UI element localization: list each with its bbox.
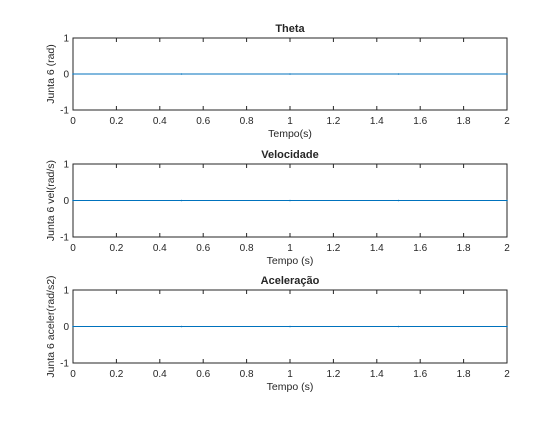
- plot-1-xtick-label: 0.6: [196, 116, 210, 127]
- plot-1-xtick-label: 1.2: [326, 116, 340, 127]
- plot-1-xtick-label: 2: [504, 116, 510, 127]
- plot-3-xtick-label: 1: [287, 369, 293, 380]
- plot-2-data-point: [506, 199, 508, 202]
- plot-2-data-point: [72, 199, 74, 202]
- plot-1-data-point: [397, 73, 400, 75]
- plot-1-xtick-label: 1: [287, 116, 293, 127]
- plot-1-data-point: [180, 73, 183, 75]
- plot-2-ytick-label: 0: [63, 196, 69, 207]
- plot-1-xlabel: Tempo(s): [268, 128, 312, 140]
- plot-3-xtick-label: 0.8: [240, 369, 254, 380]
- plot-2-xtick-label: 1.4: [370, 243, 384, 254]
- plot-2-xtick-label: 0: [70, 243, 76, 254]
- plot-3-ytick-label: 1: [63, 286, 69, 297]
- plot-3-xtick-label: 0.6: [196, 369, 210, 380]
- plot-1-data-point: [72, 73, 74, 75]
- plot-2-xtick-label: 1.2: [326, 243, 340, 254]
- plot-3-xtick-label: 0: [70, 369, 76, 380]
- plot-1-ylabel: Junta 6 (rad): [45, 44, 57, 104]
- plot-1-xtick-label: 1.4: [370, 116, 384, 127]
- plot-2-xtick-label: 1: [287, 243, 293, 254]
- plot-1-title: Theta: [275, 23, 305, 35]
- plot-1-xtick-label: 1.6: [413, 116, 427, 127]
- plot-2-xtick-label: 0.6: [196, 243, 210, 254]
- plot-2-ytick-label: 1: [63, 160, 69, 171]
- plot-2-data-point: [180, 199, 183, 202]
- plot-3-data-point: [72, 325, 74, 328]
- plot-3-data-point: [397, 325, 400, 328]
- plot-1-xtick-label: 1.8: [457, 116, 471, 127]
- plot-1-ytick-label: 0: [63, 70, 69, 81]
- plot-2-xlabel: Tempo (s): [267, 255, 314, 267]
- plot-2-data-point: [289, 199, 291, 202]
- plot-1-data-point: [289, 73, 291, 75]
- plot-1-ytick-label: -1: [60, 106, 69, 117]
- plot-2-xtick-label: 1.8: [457, 243, 471, 254]
- plot-2-xtick-label: 0.4: [153, 243, 167, 254]
- plot-3-xtick-label: 1.4: [370, 369, 384, 380]
- plot-3-xlabel: Tempo (s): [267, 381, 314, 393]
- plot-3-data-point: [289, 325, 291, 328]
- plot-2-ylabel: Junta 6 vel(rad/s): [45, 160, 57, 241]
- plot-3-xtick-label: 1.8: [457, 369, 471, 380]
- plot-1-xtick-label: 0.8: [240, 116, 254, 127]
- plot-3-xtick-label: 0.2: [109, 369, 123, 380]
- plot-3-data-point: [180, 325, 183, 328]
- plot-3-xtick-label: 1.2: [326, 369, 340, 380]
- plot-2-xtick-label: 0.8: [240, 243, 254, 254]
- plot-3-xtick-label: 1.6: [413, 369, 427, 380]
- plot-3-ytick-label: -1: [60, 359, 69, 370]
- plot-1-ytick-label: 1: [63, 34, 69, 45]
- plot-2-xtick-label: 2: [504, 243, 510, 254]
- plot-1-xtick-label: 0.2: [109, 116, 123, 127]
- plot-2-data-point: [397, 199, 400, 202]
- plot-3-xtick-label: 2: [504, 369, 510, 380]
- plot-3-ytick-label: 0: [63, 322, 69, 333]
- plot-1-data-point: [506, 73, 508, 75]
- plot-2-xtick-label: 1.6: [413, 243, 427, 254]
- plot-2-ytick-label: -1: [60, 233, 69, 244]
- plot-2-xtick-label: 0.2: [109, 243, 123, 254]
- plot-3-ylabel: Junta 6 aceler(rad/s2): [45, 275, 57, 377]
- plot-2-title: Velocidade: [261, 149, 318, 161]
- plot-1-xtick-label: 0.4: [153, 116, 167, 127]
- plot-3-data-point: [506, 325, 508, 328]
- plot-3-title: Aceleração: [261, 275, 320, 287]
- plot-3-xtick-label: 0.4: [153, 369, 167, 380]
- plot-1-xtick-label: 0: [70, 116, 76, 127]
